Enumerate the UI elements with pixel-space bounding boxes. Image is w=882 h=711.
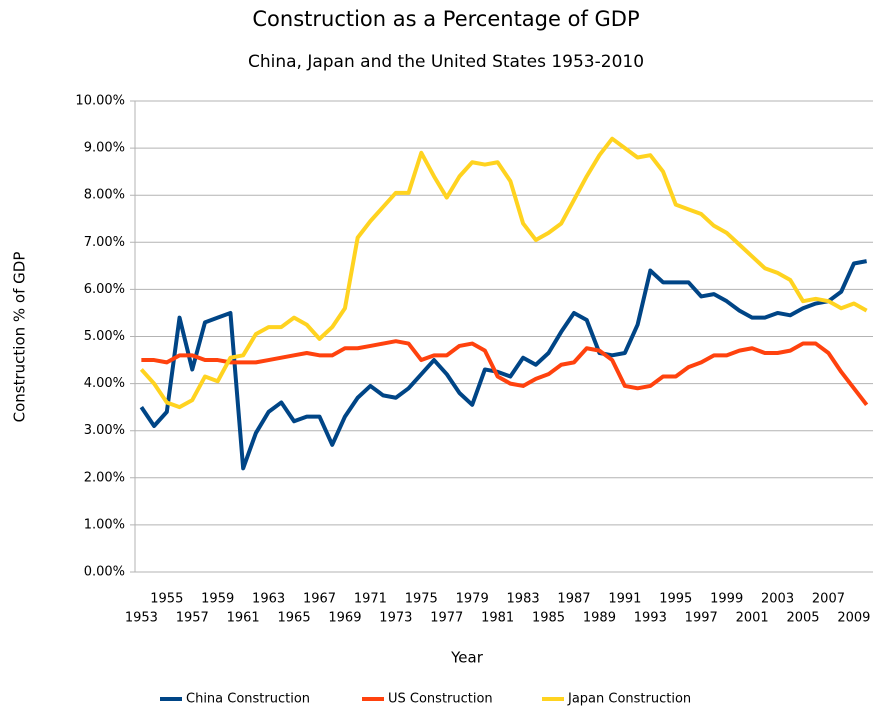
data-line xyxy=(141,339,869,407)
data-line xyxy=(139,136,868,410)
x-tick-label: 1955 xyxy=(150,592,183,607)
y-tick-label: 6.00% xyxy=(84,282,125,297)
x-tick-label: 1985 xyxy=(532,611,565,626)
x-tick-label: 1975 xyxy=(405,592,438,607)
chart-title: Construction as a Percentage of GDP xyxy=(252,7,639,31)
chart-subtitle: China, Japan and the United States 1953-… xyxy=(248,52,644,72)
data-line xyxy=(139,259,868,471)
y-tick-label: 5.00% xyxy=(84,329,125,344)
x-tick-label: 1983 xyxy=(507,592,540,607)
y-axis-title: Construction % of GDP xyxy=(11,252,29,423)
x-tick-label: 2001 xyxy=(736,611,769,626)
x-tick-label: 1969 xyxy=(328,611,361,626)
y-tick-label: 2.00% xyxy=(84,470,125,485)
x-tick-label: 1993 xyxy=(634,611,667,626)
x-tick-label: 1979 xyxy=(456,592,489,607)
x-tick-label: 1997 xyxy=(685,611,718,626)
x-axis-title: Year xyxy=(450,649,484,667)
x-tick-label: 1971 xyxy=(354,592,387,607)
x-tick-label: 1963 xyxy=(252,592,285,607)
legend-label: China Construction xyxy=(186,692,310,707)
y-tick-label: 4.00% xyxy=(84,376,125,391)
y-tick-label: 0.00% xyxy=(84,565,125,580)
y-tick-label: 3.00% xyxy=(84,423,125,438)
y-tick-label: 1.00% xyxy=(84,517,125,532)
x-tick-label: 1987 xyxy=(557,592,590,607)
x-tick-label: 2009 xyxy=(837,611,870,626)
x-tick-label: 2003 xyxy=(761,592,794,607)
y-tick-label: 9.00% xyxy=(84,141,125,156)
x-tick-label: 1999 xyxy=(710,592,743,607)
legend-label: US Construction xyxy=(388,692,493,707)
y-tick-label: 8.00% xyxy=(84,188,125,203)
x-tick-label: 1977 xyxy=(430,611,463,626)
x-tick-label: 2007 xyxy=(812,592,845,607)
x-tick-label: 1973 xyxy=(379,611,412,626)
legend-label: Japan Construction xyxy=(567,692,691,707)
x-tick-label: 1981 xyxy=(481,611,514,626)
x-tick-label: 1957 xyxy=(176,611,209,626)
x-tick-label: 1965 xyxy=(278,611,311,626)
x-tick-label: 1989 xyxy=(583,611,616,626)
x-tick-label: 1953 xyxy=(125,611,158,626)
x-tick-label: 1959 xyxy=(201,592,234,607)
y-tick-label: 7.00% xyxy=(84,235,125,250)
x-tick-label: 2005 xyxy=(786,611,819,626)
x-tick-label: 1995 xyxy=(659,592,692,607)
y-tick-label: 10.00% xyxy=(75,94,125,109)
x-tick-label: 1961 xyxy=(227,611,260,626)
x-tick-label: 1967 xyxy=(303,592,336,607)
x-tick-label: 1991 xyxy=(608,592,641,607)
